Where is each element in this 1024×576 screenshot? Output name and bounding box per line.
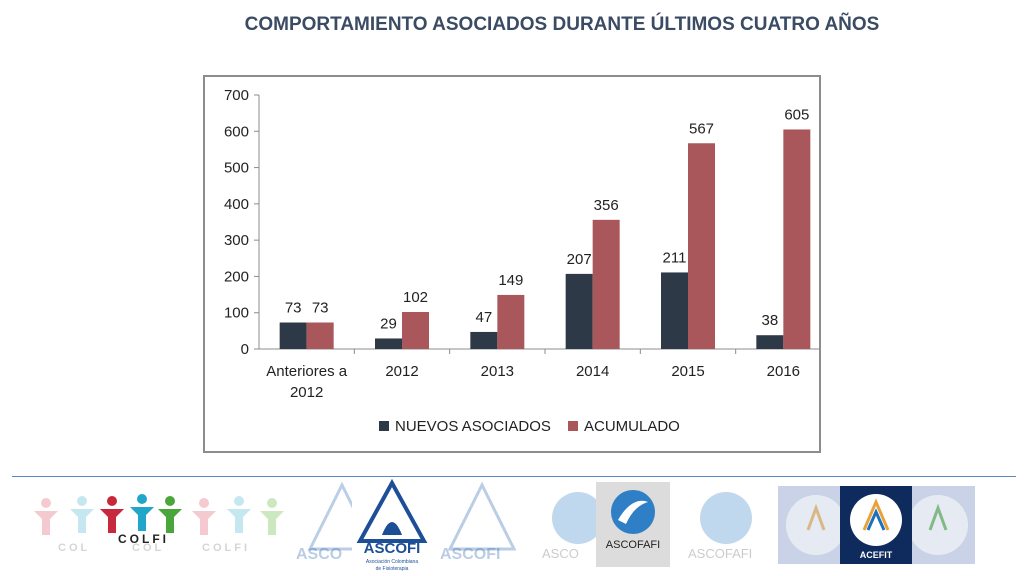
y-tick-label: 100 bbox=[224, 305, 249, 322]
y-tick-label: 500 bbox=[224, 160, 249, 177]
x-tick-label: 2016 bbox=[767, 363, 800, 380]
acefit-logo: ACEFIT bbox=[778, 486, 975, 564]
bar-acumulado bbox=[402, 311, 429, 349]
bar-nuevos-asociados bbox=[565, 273, 593, 349]
data-label: 73 bbox=[312, 300, 329, 317]
bar-acumulado bbox=[592, 219, 620, 349]
x-tick-label: Anteriores a bbox=[266, 363, 348, 380]
bar-nuevos-asociados bbox=[375, 338, 402, 349]
svg-text:COL: COL bbox=[58, 542, 90, 554]
x-tick-label: 2014 bbox=[576, 363, 609, 380]
svg-text:COLFI: COLFI bbox=[202, 542, 250, 554]
bar-acumulado bbox=[783, 129, 811, 349]
bar-chart: 0 100 200 300 400 500 600 700 Anteriores a 2012 73… bbox=[224, 87, 819, 435]
svg-text:de Fisioterapia: de Fisioterapia bbox=[376, 566, 409, 572]
legend-entry: NUEVOS ASOCIADOS bbox=[395, 418, 551, 435]
data-label: 605 bbox=[784, 106, 809, 123]
data-label: 207 bbox=[567, 251, 592, 268]
ascofafi-logo: ASCO ASCOFAFI ASCOFAFI bbox=[540, 482, 772, 567]
svg-text:ASCO: ASCO bbox=[542, 546, 579, 561]
svg-text:COL: COL bbox=[132, 542, 164, 554]
svg-text:ACEFIT: ACEFIT bbox=[860, 550, 893, 560]
y-tick-label: 200 bbox=[224, 268, 249, 285]
colfi-logo: COL COL COLFI COLFI bbox=[30, 493, 292, 557]
x-tick-label: 2015 bbox=[671, 363, 704, 380]
svg-text:Asociación Colombiana: Asociación Colombiana bbox=[366, 559, 418, 565]
svg-text:ASCOFAFI: ASCOFAFI bbox=[688, 546, 752, 561]
bar-nuevos-asociados bbox=[756, 335, 784, 349]
data-label: 211 bbox=[663, 249, 687, 266]
legend-entry: ACUMULADO bbox=[584, 418, 680, 435]
bar-acumulado bbox=[688, 143, 715, 349]
svg-text:ASCOFAFI: ASCOFAFI bbox=[606, 539, 660, 551]
y-tick-label: 300 bbox=[224, 232, 249, 249]
data-label: 38 bbox=[761, 312, 778, 329]
data-label: 149 bbox=[498, 272, 523, 289]
x-tick-label: 2013 bbox=[481, 363, 514, 380]
bar-acumulado bbox=[306, 322, 334, 349]
svg-text:ASCOFI: ASCOFI bbox=[440, 546, 500, 563]
y-tick-label: 700 bbox=[224, 87, 249, 104]
legend-swatch bbox=[379, 421, 389, 431]
data-label: 567 bbox=[689, 120, 714, 137]
y-tick-label: 400 bbox=[224, 196, 249, 213]
x-tick-label: 2012 bbox=[290, 384, 323, 401]
footer-divider bbox=[12, 476, 1016, 477]
svg-text:COLFI: COLFI bbox=[118, 532, 169, 546]
bar-nuevos-asociados bbox=[470, 331, 498, 349]
data-label: 102 bbox=[403, 289, 428, 306]
ascofi-logo: ASCO ASCOFI ASCOFI Asociación Colombiana… bbox=[290, 479, 534, 574]
data-label: 356 bbox=[594, 197, 619, 214]
chart-frame: 0 100 200 300 400 500 600 700 Anteriores a 2012 73… bbox=[203, 75, 821, 453]
legend-swatch bbox=[568, 421, 578, 431]
y-tick-label: 0 bbox=[241, 341, 249, 358]
data-label: 47 bbox=[475, 309, 492, 326]
y-tick-label: 600 bbox=[224, 123, 249, 140]
svg-text:ASCOFI: ASCOFI bbox=[364, 540, 421, 557]
bar-nuevos-asociados bbox=[661, 272, 688, 349]
svg-text:ASCO: ASCO bbox=[296, 546, 342, 563]
x-tick-label: 2012 bbox=[385, 363, 418, 380]
data-label: 73 bbox=[285, 300, 302, 317]
data-label: 29 bbox=[380, 315, 397, 332]
bar-nuevos-asociados bbox=[279, 322, 307, 349]
bar-acumulado bbox=[497, 294, 525, 349]
page-title: COMPORTAMIENTO ASOCIADOS DURANTE ÚLTIMOS… bbox=[244, 14, 880, 35]
